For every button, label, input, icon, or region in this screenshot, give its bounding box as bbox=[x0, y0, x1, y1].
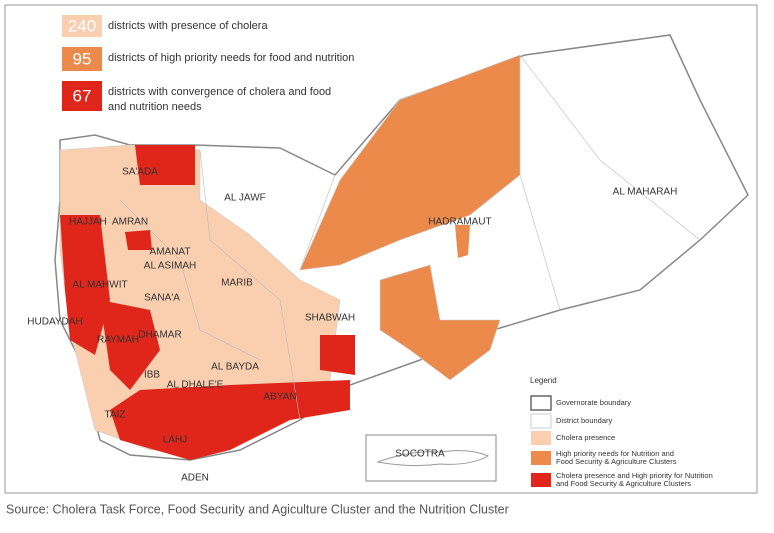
island bbox=[376, 450, 490, 467]
summary-label: districts with presence of cholera bbox=[108, 20, 268, 32]
region-label: AL DHALE'E bbox=[167, 380, 224, 391]
source: Source: Cholera Task Force, Food Securit… bbox=[6, 502, 509, 516]
region-label: TAIZ bbox=[105, 410, 126, 421]
priority-area bbox=[455, 225, 470, 258]
region-label: AMRAN bbox=[112, 217, 148, 228]
summary-swatch bbox=[62, 15, 102, 37]
legend-label: and Food Security & Agriculture Clusters bbox=[556, 479, 691, 488]
region-label: MARIB bbox=[221, 278, 253, 289]
summary-label: and nutrition needs bbox=[108, 101, 202, 113]
legend-label: High priority needs for Nutrition and bbox=[556, 449, 674, 458]
region-label: AL BAYDA bbox=[211, 362, 259, 373]
legend-label: Cholera presence and High priority for N… bbox=[556, 471, 713, 480]
inset-label: SOCOTRA bbox=[395, 449, 445, 460]
region-label: SA'ADA bbox=[122, 167, 158, 178]
legend-label: Cholera presence bbox=[556, 433, 615, 442]
legend-swatch bbox=[531, 451, 551, 465]
legend-swatch bbox=[530, 413, 552, 429]
region-label: DHAMAR bbox=[138, 330, 181, 341]
legend-label: Governorate boundary bbox=[556, 398, 631, 407]
summary-swatch bbox=[62, 81, 102, 111]
region-label: AL MAHWIT bbox=[72, 280, 127, 291]
region-label: AL JAWF bbox=[224, 193, 265, 204]
convergence-area bbox=[110, 380, 350, 460]
convergence-area bbox=[135, 145, 195, 185]
summary-count: 67 bbox=[73, 86, 92, 105]
convergence-area bbox=[125, 230, 152, 250]
legend-swatch bbox=[530, 395, 552, 411]
legend-swatch bbox=[531, 431, 551, 445]
region-label: AL ASIMAH bbox=[144, 261, 196, 272]
legend-label: District boundary bbox=[556, 416, 613, 425]
convergence-area bbox=[100, 300, 160, 390]
legend-swatch bbox=[531, 473, 551, 487]
summary-count: 95 bbox=[73, 49, 92, 68]
region-label: HUDAYDAH bbox=[27, 317, 82, 328]
summary-count: 240 bbox=[68, 16, 96, 35]
legend-title: Legend bbox=[530, 376, 557, 385]
summary-label: districts of high priority needs for foo… bbox=[108, 52, 354, 64]
region-label: IBB bbox=[144, 370, 160, 381]
convergence-area bbox=[320, 335, 355, 375]
region-label: LAHJ bbox=[163, 435, 187, 446]
region-label: RAYMAH bbox=[97, 335, 139, 346]
region-label: ABYAN bbox=[263, 392, 296, 403]
region-label: SANA'A bbox=[144, 293, 180, 304]
region-label: SHABWAH bbox=[305, 313, 355, 324]
district-lines bbox=[119, 54, 701, 421]
legend-label: Food Security & Agriculture Clusters bbox=[556, 457, 677, 466]
region-label: HADRAMAUT bbox=[428, 217, 491, 228]
summary-swatch bbox=[62, 47, 102, 71]
priority-area bbox=[379, 264, 501, 381]
convergence-area bbox=[60, 215, 110, 355]
region-label: ADEN bbox=[181, 473, 209, 484]
region-label: HAJJAH bbox=[69, 217, 107, 228]
region-label: AL MAHARAH bbox=[613, 187, 678, 198]
summary-label: districts with convergence of cholera an… bbox=[108, 86, 331, 98]
legend-box bbox=[524, 372, 756, 492]
region-label: AMANAT bbox=[150, 247, 191, 258]
